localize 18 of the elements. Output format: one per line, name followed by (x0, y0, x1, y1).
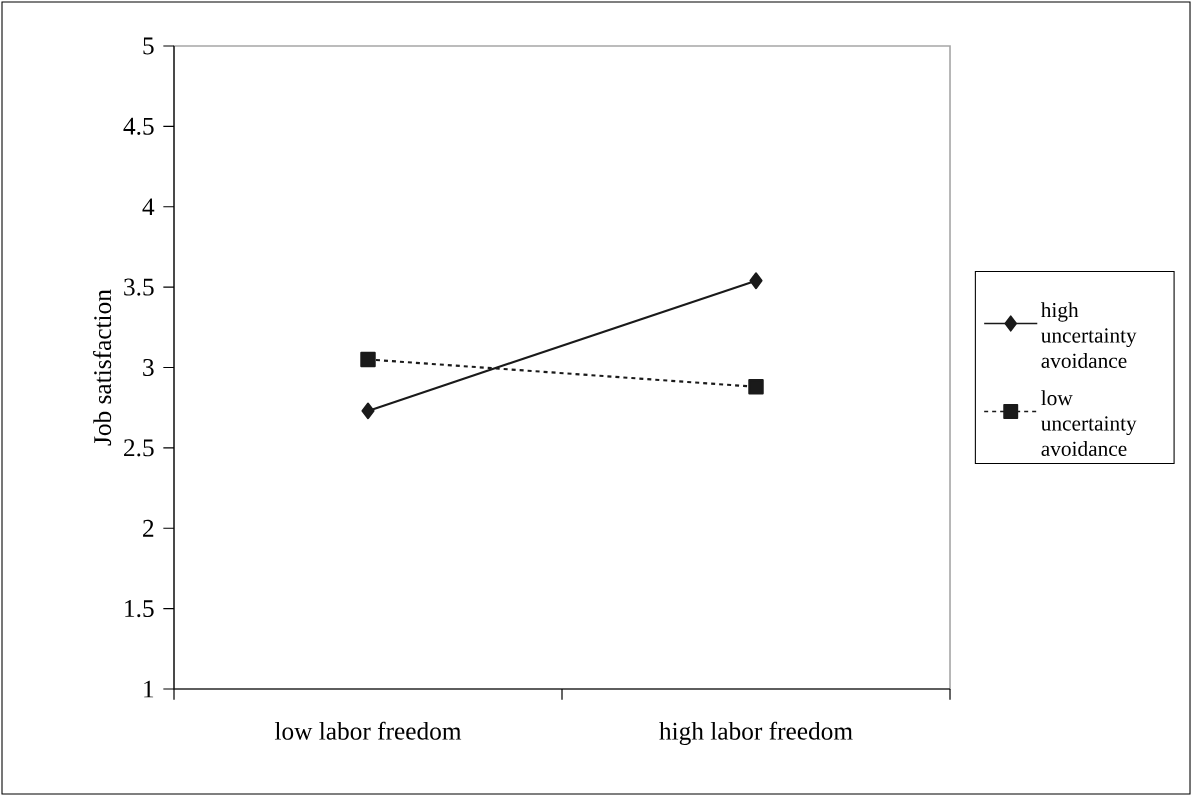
y-tick-label: 3 (143, 358, 154, 377)
y-tick-label: 1.5 (125, 600, 154, 618)
y-tick-label: 5 (143, 37, 154, 55)
legend-label: high uncertainty avoidance (1040, 302, 1137, 368)
y-tick-label: 2 (143, 519, 154, 537)
point (748, 379, 764, 395)
x-tick-label: low labor freedom (274, 721, 462, 740)
y-axis-title: Job satisfaction (93, 289, 112, 446)
point (361, 402, 375, 420)
x-tick-label: high labor freedom (659, 721, 853, 746)
point (360, 351, 376, 368)
y-tick-label: 3.5 (124, 278, 154, 296)
point (749, 272, 763, 290)
y-tick-label: 1 (144, 680, 154, 698)
legend-label: low uncertainty avoidance (1041, 390, 1137, 456)
y-tick-label: 2.5 (124, 439, 154, 457)
y-tick-label: 4 (142, 198, 155, 216)
y-tick-label: 4.5 (123, 117, 154, 135)
